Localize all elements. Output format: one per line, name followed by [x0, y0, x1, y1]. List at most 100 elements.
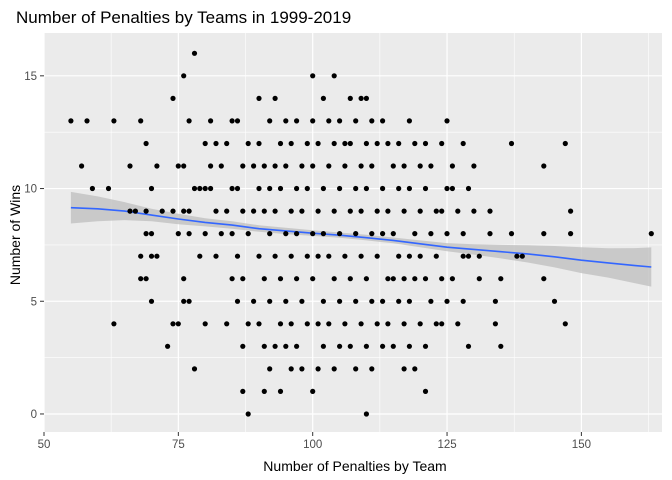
data-point: [374, 208, 380, 214]
y-tick-label: 10: [24, 184, 37, 196]
data-point: [358, 321, 364, 327]
data-point: [261, 343, 267, 349]
data-point: [401, 366, 407, 372]
data-point: [283, 298, 289, 304]
data-point: [342, 321, 348, 327]
data-point: [380, 231, 386, 237]
data-point: [304, 321, 310, 327]
data-point: [390, 276, 396, 282]
data-point: [460, 140, 466, 147]
data-point: [224, 140, 230, 147]
data-point: [374, 140, 380, 147]
data-point: [234, 185, 241, 192]
y-tick-label: 5: [31, 296, 37, 308]
data-point: [422, 140, 429, 147]
data-point: [213, 208, 219, 214]
data-point: [272, 163, 278, 169]
data-point: [337, 298, 343, 304]
data-point: [396, 253, 402, 259]
data-point: [347, 95, 353, 101]
data-point: [455, 208, 461, 214]
data-point: [138, 276, 144, 282]
data-point: [240, 163, 246, 169]
data-point: [369, 298, 375, 304]
data-point: [186, 118, 192, 124]
data-point: [127, 208, 133, 214]
data-point: [256, 253, 262, 259]
data-point: [256, 321, 262, 327]
data-point: [288, 140, 294, 147]
data-point: [320, 95, 326, 101]
data-point: [148, 231, 155, 237]
data-point: [208, 185, 214, 192]
data-point: [229, 118, 235, 124]
data-point: [272, 95, 278, 101]
data-point: [148, 298, 155, 304]
data-point: [417, 253, 423, 259]
data-point: [508, 231, 515, 237]
data-point: [455, 321, 461, 327]
data-point: [310, 231, 316, 237]
data-point: [568, 231, 574, 237]
data-point: [251, 208, 257, 214]
data-point: [358, 253, 364, 259]
chart-title: Number of Penalties by Teams in 1999-201…: [16, 8, 351, 27]
data-point: [471, 208, 477, 214]
data-point: [363, 411, 369, 417]
data-point: [471, 163, 477, 169]
data-point: [272, 208, 278, 214]
data-point: [261, 163, 267, 169]
data-point: [401, 321, 407, 327]
data-point: [401, 163, 407, 169]
data-point: [417, 208, 423, 214]
data-point: [353, 298, 359, 304]
data-point: [165, 343, 171, 349]
data-point: [422, 388, 429, 394]
data-point: [439, 140, 445, 147]
data-point: [444, 118, 450, 124]
data-point: [460, 298, 466, 304]
data-point: [68, 118, 74, 124]
data-point: [202, 140, 208, 147]
data-point: [310, 276, 316, 282]
data-point: [304, 140, 310, 147]
data-point: [417, 321, 423, 327]
data-point: [519, 253, 525, 259]
data-point: [111, 118, 117, 124]
data-point: [175, 231, 181, 237]
data-point: [111, 321, 117, 327]
data-point: [331, 366, 337, 372]
data-point: [374, 253, 380, 259]
data-point: [390, 231, 396, 237]
data-point: [288, 321, 294, 327]
data-point: [170, 208, 176, 214]
data-point: [385, 140, 391, 147]
data-point: [492, 298, 498, 304]
data-point: [186, 298, 192, 304]
data-point: [159, 208, 165, 214]
data-point: [202, 321, 208, 327]
data-point: [342, 163, 348, 169]
data-point: [412, 366, 418, 372]
data-point: [79, 163, 85, 169]
data-point: [422, 276, 429, 282]
data-point: [251, 298, 257, 304]
data-point: [240, 388, 246, 394]
data-point: [294, 276, 300, 282]
data-point: [380, 118, 386, 124]
data-point: [181, 298, 187, 304]
data-point: [326, 321, 332, 327]
data-point: [261, 208, 267, 214]
data-point: [245, 321, 251, 327]
data-point: [288, 208, 294, 214]
data-point: [541, 276, 547, 282]
data-point: [245, 140, 251, 147]
data-point: [487, 208, 493, 214]
data-point: [562, 140, 568, 147]
data-point: [417, 163, 423, 169]
data-point: [444, 298, 450, 304]
data-point: [267, 185, 273, 192]
data-point: [181, 208, 187, 214]
data-points: [68, 50, 654, 417]
